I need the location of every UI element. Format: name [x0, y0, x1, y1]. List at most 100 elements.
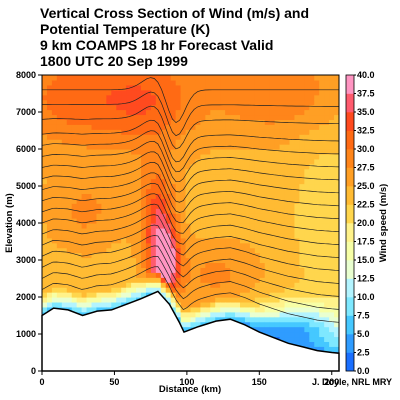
heat-cell	[185, 326, 192, 333]
heat-cell	[190, 198, 197, 204]
heat-cell	[254, 158, 261, 165]
heat-cell	[279, 223, 286, 229]
heat-cell	[200, 203, 206, 209]
heat-cell	[42, 89, 48, 96]
heat-cell	[269, 223, 276, 229]
heat-cell	[309, 203, 315, 209]
heat-cell	[294, 89, 300, 96]
heat-cell	[86, 114, 93, 120]
heat-cell	[121, 139, 127, 145]
heat-cell	[190, 139, 197, 145]
heat-cell	[175, 203, 182, 209]
title-line-4: 1800 UTC 20 Sep 1999	[40, 53, 188, 69]
heat-cell	[334, 292, 339, 298]
heat-cell	[170, 223, 177, 229]
heat-cell	[155, 223, 162, 229]
heat-cell	[334, 139, 339, 145]
heat-cell	[180, 218, 187, 224]
heat-cell	[210, 104, 216, 111]
heat-cell	[244, 227, 251, 234]
heat-cell	[150, 168, 157, 175]
colorbar-tick-label: 17.5	[357, 237, 375, 247]
heat-cell	[225, 168, 231, 175]
heat-cell	[81, 75, 88, 81]
heat-cell	[106, 129, 112, 135]
heat-cell	[61, 99, 68, 106]
heat-cell	[329, 75, 335, 81]
heat-cell	[180, 316, 187, 323]
heat-cell	[299, 124, 305, 130]
heat-cell	[86, 183, 93, 190]
heat-cell	[210, 218, 216, 224]
heat-cell	[160, 292, 167, 298]
heat-cell	[180, 99, 187, 106]
heat-cell	[155, 79, 162, 86]
heat-cell	[46, 99, 53, 106]
heat-cell	[274, 227, 281, 234]
heat-cell	[284, 326, 291, 333]
heat-cell	[205, 173, 211, 180]
heat-cell	[235, 168, 241, 175]
heat-cell	[299, 331, 305, 338]
isentrope-line	[42, 162, 339, 203]
heat-cell	[240, 316, 246, 323]
heat-cell	[274, 153, 281, 160]
heat-cell	[190, 242, 197, 249]
heat-cell	[249, 247, 256, 254]
heat-cell	[294, 242, 300, 249]
heat-cell	[180, 79, 187, 86]
heat-cell	[254, 301, 261, 308]
heat-cell	[299, 341, 305, 347]
heat-cell	[61, 129, 68, 135]
heat-cell	[299, 139, 305, 145]
heat-cell	[220, 149, 226, 155]
heat-cell	[180, 257, 187, 264]
heat-cell	[111, 84, 117, 91]
colorbar-swatch	[346, 167, 354, 187]
heat-cell	[210, 237, 216, 244]
heat-cell	[136, 84, 142, 91]
heat-cell	[111, 109, 117, 116]
heat-cell	[235, 183, 241, 190]
heat-cell	[76, 79, 83, 86]
heat-cell	[51, 247, 58, 254]
heat-cell	[136, 262, 142, 268]
heat-cell	[319, 158, 325, 165]
heat-cell	[324, 134, 330, 140]
heat-cell	[106, 301, 112, 308]
heat-cell	[240, 262, 246, 268]
heat-cell	[145, 119, 152, 125]
heat-cell	[240, 292, 246, 298]
heat-cell	[249, 287, 256, 293]
heat-cell	[299, 75, 305, 81]
heat-cell	[205, 223, 211, 229]
heat-cell	[121, 94, 127, 101]
heat-cell	[269, 109, 276, 116]
heat-cell	[46, 144, 53, 150]
heat-cell	[111, 144, 117, 150]
heat-cell	[244, 89, 251, 96]
heat-cell	[274, 158, 281, 165]
heat-cell	[56, 282, 63, 288]
heat-cell	[116, 277, 122, 283]
heat-cell	[225, 79, 231, 86]
heat-cell	[309, 336, 315, 342]
heat-cell	[254, 213, 261, 219]
heat-cell	[160, 144, 167, 150]
heat-cell	[150, 84, 157, 91]
heat-cell	[289, 114, 296, 120]
heat-cell	[269, 134, 276, 140]
heat-cell	[220, 153, 226, 160]
heat-cell	[81, 84, 88, 91]
heat-cell	[200, 252, 206, 259]
heat-cell	[150, 134, 157, 140]
heat-cell	[249, 242, 256, 249]
heat-cell	[126, 119, 132, 125]
heat-cell	[61, 89, 68, 96]
heat-cell	[116, 158, 122, 165]
heat-cell	[244, 104, 251, 111]
heat-cell	[150, 183, 157, 190]
heat-cell	[155, 277, 162, 283]
heat-cell	[264, 272, 271, 278]
heat-cell	[314, 267, 320, 273]
